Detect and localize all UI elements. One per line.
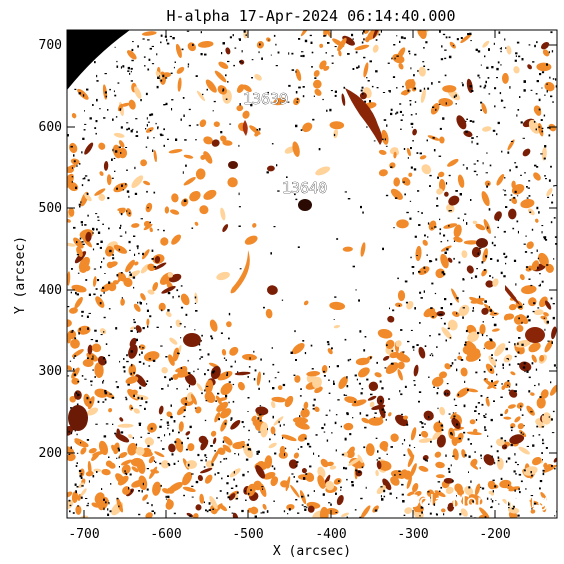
chromosphere-texture [67,30,557,518]
x-tick-label: -200 [479,527,510,542]
x-tick-label: -400 [315,527,346,542]
y-tick-label: 600 [39,120,62,135]
y-tick-label: 400 [39,283,62,298]
x-tick-labels: -700 -600 -500 -400 -300 -200 [68,527,510,542]
y-tick-label: 700 [39,38,62,53]
y-tick-labels: 700 600 500 400 300 200 [39,38,62,461]
x-axis-label: X (arcsec) [273,544,351,559]
y-tick-label: 300 [39,364,62,379]
region-label-13639: 13639 [243,90,288,108]
x-tick-label: -300 [397,527,428,542]
x-tick-label: -500 [232,527,263,542]
plot-title: H-alpha 17-Apr-2024 06:14:40.000 [167,7,456,25]
off-limb-corner [67,30,130,90]
y-axis-label: Y (arcsec) [13,236,28,314]
plot-frame [66,29,558,519]
y-tick-label: 500 [39,201,62,216]
y-tick-label: 200 [39,446,62,461]
x-tick-label: -600 [150,527,181,542]
tick-marks [67,30,557,518]
solar-image [67,30,557,518]
x-tick-label: -700 [68,527,99,542]
solarmonitor-watermark: SolarMonitor.org [408,492,548,512]
region-label-13640: 13640 [282,179,327,197]
dark-features [68,88,545,431]
